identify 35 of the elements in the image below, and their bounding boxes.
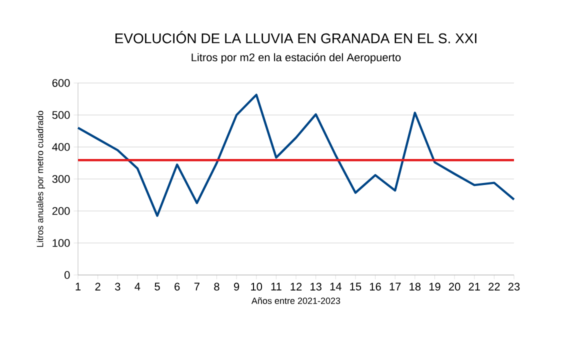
x-tick-label: 20: [448, 282, 460, 291]
x-tick-label: 14: [330, 282, 342, 290]
x-tick-label: 16: [370, 282, 381, 291]
x-tick-label: 7: [194, 282, 200, 290]
y-axis-title: Litros anuales por metro cuadrado: [36, 110, 45, 247]
x-tick-label: 1: [76, 282, 81, 290]
y-tick-label: 500: [52, 111, 70, 119]
x-tick-label: 18: [410, 282, 421, 291]
x-tick-label: 10: [251, 282, 262, 291]
x-tick-label: 17: [390, 282, 401, 290]
x-tick-label: 23: [508, 282, 520, 291]
x-tick-label: 5: [154, 282, 160, 290]
x-tick-label: 11: [271, 282, 282, 290]
y-tick-label: 300: [52, 175, 70, 183]
x-tick-label: 4: [134, 282, 140, 290]
x-tick-label: 3: [115, 282, 120, 291]
x-tick-label: 15: [350, 282, 362, 290]
x-axis-title: Años entre 2021-2023: [251, 297, 340, 304]
x-tick-label: 9: [234, 282, 240, 291]
x-tick-label: 19: [429, 282, 440, 291]
y-tick-label: 600: [52, 79, 70, 87]
x-tick-label: 2: [95, 282, 100, 290]
y-tick-label: 0: [64, 271, 70, 279]
y-tick-label: 100: [52, 239, 70, 247]
x-tick-label: 6: [174, 282, 180, 291]
x-tick-label: 12: [290, 282, 302, 290]
line-series: [76, 94, 516, 217]
x-tick-label: 22: [488, 282, 500, 290]
y-tick-label: 400: [52, 143, 70, 151]
x-tick-label: 13: [310, 282, 322, 291]
y-tick-label: 200: [52, 207, 70, 215]
x-tick-label: 21: [468, 282, 480, 290]
chart-title: EVOLUCIÓN DE LA LLUVIA EN GRANADA EN EL S. XXI: [115, 31, 476, 44]
x-tick-label: 8: [214, 282, 220, 291]
chart-subtitle: Litros por m2 en la estación del Aeropuerto: [192, 53, 401, 64]
